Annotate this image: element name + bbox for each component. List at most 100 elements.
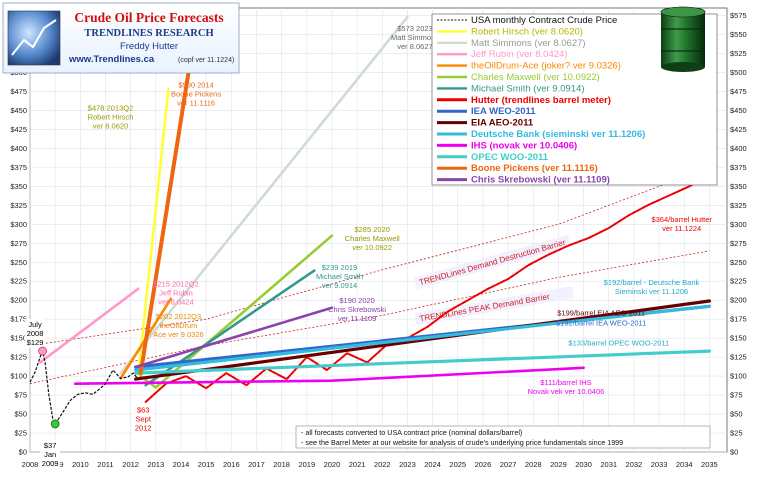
annotation-text: $111/barrel IHS (540, 378, 591, 387)
barrier-line (29, 167, 710, 347)
y-tick-left: $350 (10, 182, 27, 191)
header-box: Crude Oil Price Forecasts TRENDLINES RES… (2, 2, 240, 74)
y-tick-left: $275 (10, 239, 27, 248)
annotation-text: 2008 (27, 329, 44, 338)
annotation-text: ver 8.0627 (397, 42, 432, 51)
trendline-glyph-icon (11, 19, 57, 56)
annotation-text: Sept (136, 415, 152, 424)
y-tick-left: $100 (10, 372, 27, 381)
legend-label: Michael Smith (ver 9.0914) (471, 83, 585, 94)
annotation-text: $190 2020 (339, 296, 374, 305)
legend-label: IHS (novak ver 10.0406) (471, 140, 577, 151)
legend-label: Matt Simmons (ver 8.0627) (471, 38, 586, 49)
y-tick-left: $375 (10, 163, 27, 172)
annotation-text: Jeff Rubin (159, 289, 193, 298)
annotation-text: Novak vek ver 10.0406 (528, 387, 605, 396)
series-line (134, 349, 711, 375)
annotation-text: Jan (44, 450, 56, 459)
x-tick-label: 2029 (550, 460, 567, 469)
annotation-text: $364/barrel Hutter (651, 215, 712, 224)
y-tick-right: $125 (730, 353, 747, 362)
y-tick-right: $75 (730, 391, 743, 400)
x-tick-label: 2034 (676, 460, 693, 469)
x-tick-label: 2008 (22, 460, 39, 469)
history-series (29, 349, 139, 426)
low-marker (50, 419, 60, 429)
header-author: Freddy Hutter (120, 41, 178, 52)
annotation-text: $285 2020 (354, 225, 389, 234)
y-tick-left: $425 (10, 125, 27, 134)
x-tick-label: 2026 (475, 460, 492, 469)
annotation-text: Charles Maxwell (345, 234, 400, 243)
y-tick-right: $250 (730, 258, 747, 267)
legend-label: EIA AEO-2011 (471, 118, 534, 129)
footnote-1: - all forecasts converted to USA contrac… (301, 428, 522, 437)
series-line (134, 306, 334, 369)
y-tick-left: $450 (10, 106, 27, 115)
y-tick-right: $400 (730, 144, 747, 153)
header-site-link[interactable]: www.Trendlines.ca (68, 54, 155, 65)
annotation-text: ver 9.0914 (322, 281, 357, 290)
y-tick-left: $300 (10, 220, 27, 229)
y-tick-right: $175 (730, 315, 747, 324)
y-tick-right: $50 (730, 410, 743, 419)
y-tick-left: $50 (14, 410, 27, 419)
legend-label: Chris Skrebowski (ver 11.1109) (471, 175, 610, 186)
y-tick-right: $575 (730, 11, 747, 20)
annotation-text: Chris Skrebowski (328, 305, 386, 314)
y-tick-left: $75 (14, 391, 27, 400)
legend-label: OPEC WOO-2011 (471, 152, 549, 163)
y-tick-right: $325 (730, 201, 747, 210)
barrier-label-bg (413, 234, 572, 290)
y-tick-left: $400 (10, 144, 27, 153)
y-tick-left: $200 (10, 296, 27, 305)
x-tick-label: 2012 (122, 460, 139, 469)
legend-label: Jeff Rubin (ver 8.0424) (471, 49, 567, 60)
annotation-text: $192/barrel - Deutsche Bank (604, 278, 700, 287)
x-tick-label: 2028 (525, 460, 542, 469)
annotation-text: Sieminski ver 11.1206 (615, 287, 688, 296)
footnote-2: - see the Barrel Meter at our website fo… (301, 438, 623, 447)
annotation-text: $215 2012Q2 (153, 280, 198, 289)
y-tick-right: $350 (730, 182, 747, 191)
x-tick-label: 2025 (449, 460, 466, 469)
y-tick-left: $25 (14, 429, 27, 438)
y-tick-right: $425 (730, 125, 747, 134)
y-tick-right: $450 (730, 106, 747, 115)
y-tick-left: $225 (10, 277, 27, 286)
y-tick-left: $0 (19, 448, 27, 457)
y-tick-left: $125 (10, 353, 27, 362)
y-tick-left: $250 (10, 258, 27, 267)
annotation-text: Ace ver 9.0326 (153, 330, 203, 339)
annotation-text: Robert Hirsch (88, 112, 134, 121)
barrier-line (29, 250, 710, 385)
x-tick-label: 2015 (198, 460, 215, 469)
annotation-text: $199/barrel EIA AEO-2011 (557, 308, 645, 317)
annotation-text: Michael Smith (316, 272, 363, 281)
x-tick-label: 2019 (298, 460, 315, 469)
annotation-text: $63 (137, 406, 150, 415)
annotation-text: $37 (44, 441, 57, 450)
header-org: TRENDLINES RESEARCH (84, 28, 213, 39)
annotation-text: Matt Simmons (391, 33, 439, 42)
annotation-text: ver 11.1109 (338, 314, 377, 323)
annotation-text: $500 2014 (178, 81, 213, 90)
series-line (119, 15, 409, 375)
price-markers (38, 346, 60, 429)
x-tick-label: 2024 (424, 460, 441, 469)
annotation-bg (39, 440, 61, 470)
legend-label: Robert Hirsch (ver 8.0620) (471, 26, 583, 37)
y-tick-left: $175 (10, 315, 27, 324)
x-tick-label: 2027 (500, 460, 517, 469)
annotation-text: $202 2012Q3 (156, 312, 201, 321)
barrier-label-bg (414, 286, 575, 326)
legend-label: Hutter (trendlines barrel meter) (471, 95, 611, 106)
annotation-text: 2012 (135, 424, 152, 433)
x-tick-label: 2022 (374, 460, 391, 469)
x-tick-label: 2032 (626, 460, 643, 469)
y-tick-right: $150 (730, 334, 747, 343)
annotation-text: ver 11.1116 (177, 99, 215, 108)
